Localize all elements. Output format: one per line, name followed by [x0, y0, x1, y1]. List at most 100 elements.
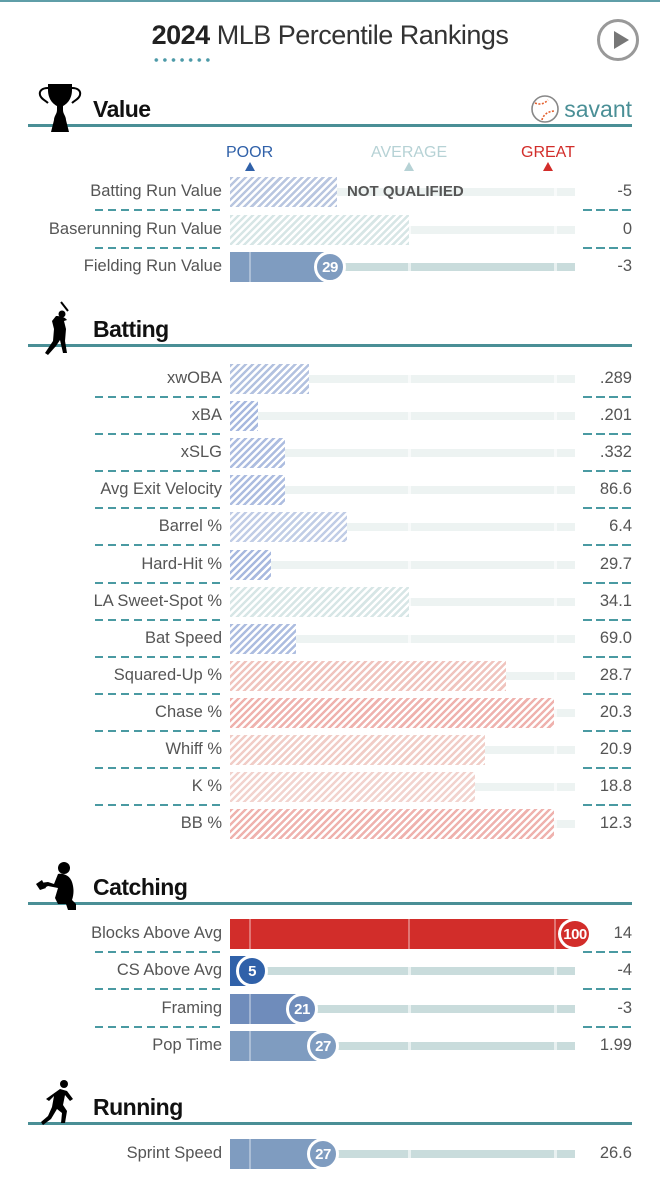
- gridline: [554, 449, 557, 458]
- metric-row[interactable]: xwOBA .289: [0, 362, 660, 399]
- row-divider-left: [95, 729, 222, 732]
- percentile-bar-hatched: [230, 364, 309, 394]
- gridline: [408, 1004, 411, 1013]
- metric-row[interactable]: Bat Speed 69.0: [0, 622, 660, 659]
- metric-row[interactable]: Baserunning Run Value 0: [0, 213, 660, 250]
- scale-average-label: AVERAGE: [371, 144, 448, 161]
- metric-value: 26.6: [599, 1144, 632, 1162]
- metric-row[interactable]: Blocks Above Avg 100 14: [0, 917, 660, 954]
- metric-label: Baserunning Run Value: [48, 219, 222, 238]
- percentile-rank-badge: 5: [236, 955, 268, 988]
- baseball-icon: [531, 95, 560, 123]
- metric-row[interactable]: Chase % 20.3: [0, 696, 660, 733]
- gridline: [408, 560, 411, 569]
- savant-logo[interactable]: savant: [530, 94, 632, 124]
- metric-value: 86.6: [599, 480, 632, 499]
- metric-value: 20.3: [599, 702, 632, 721]
- row-divider-right: [583, 804, 633, 807]
- play-button[interactable]: [597, 19, 639, 61]
- section-title: Batting: [93, 316, 169, 342]
- metric-label: Avg Exit Velocity: [100, 480, 222, 499]
- metric-label: xSLG: [180, 443, 222, 462]
- metric-row[interactable]: Whiff % 20.9: [0, 733, 660, 770]
- section-rule: [28, 344, 632, 347]
- metric-row[interactable]: Barrel % 6.4: [0, 510, 660, 547]
- row-divider-right: [583, 507, 633, 510]
- bar-gridline: [554, 919, 556, 949]
- section-header: Running: [0, 1078, 660, 1128]
- not-qualified-label: NOT QUALIFIED: [347, 183, 464, 200]
- row-divider-left: [95, 618, 222, 621]
- row-divider-left: [95, 470, 222, 473]
- gridline: [554, 412, 557, 421]
- gridline: [554, 746, 557, 754]
- metric-row[interactable]: Batting Run Value NOT QUALIFIED -5: [0, 175, 660, 212]
- gridline: [554, 597, 557, 606]
- bar-gridline: [408, 919, 410, 949]
- percentile-rank-badge: 27: [307, 1138, 339, 1170]
- percentile-bar-hatched: [230, 623, 296, 654]
- metric-row[interactable]: BB % 12.3: [0, 807, 660, 844]
- metric-row[interactable]: LA Sweet-Spot % 34.1: [0, 585, 660, 622]
- metric-label: Pop Time: [152, 1035, 222, 1054]
- row-divider-right: [583, 396, 633, 398]
- row-divider-right: [583, 209, 633, 211]
- row-divider-right: [583, 951, 633, 953]
- metric-value: .201: [599, 406, 632, 425]
- row-divider-left: [95, 988, 222, 991]
- row-divider-left: [95, 396, 222, 398]
- scale-poor-label: POOR: [226, 144, 274, 161]
- percentile-bar-hatched: [230, 214, 409, 245]
- metric-label: xwOBA: [166, 369, 222, 387]
- metric-row[interactable]: K % 18.8: [0, 770, 660, 807]
- metric-row[interactable]: Framing 21 -3: [0, 992, 660, 1029]
- gridline: [408, 486, 411, 495]
- metric-row[interactable]: Squared-Up % 28.7: [0, 659, 660, 696]
- percentile-track: [230, 560, 575, 569]
- poor-marker-icon: [244, 162, 255, 171]
- metric-row[interactable]: xBA .201: [0, 399, 660, 436]
- section-rule: [28, 1122, 632, 1125]
- percentile-track: [230, 412, 575, 421]
- metric-label: Barrel %: [158, 517, 222, 536]
- percentile-rank-badge: 100: [558, 918, 592, 950]
- trophy-icon: [32, 80, 88, 136]
- section-value: Value savant Batting Run Value NOT QUALIFIE…: [0, 80, 660, 283]
- metric-value: 69.0: [599, 628, 632, 647]
- scale-average: AVERAGE: [371, 144, 447, 171]
- section-running: Running Sprint Speed 27 26.6: [0, 1078, 660, 1170]
- metric-row[interactable]: CS Above Avg 5 -4: [0, 954, 660, 991]
- metric-row[interactable]: Avg Exit Velocity 86.6: [0, 473, 660, 510]
- metric-value: 20.9: [599, 740, 632, 758]
- percentile-bar-hatched: [230, 697, 554, 728]
- gridline: [554, 671, 557, 680]
- metric-label: Framing: [161, 998, 222, 1017]
- section-catching: Catching Blocks Above Avg 100 14 CS Above Av…: [0, 858, 660, 1062]
- metric-value: -3: [617, 998, 632, 1017]
- gridline: [554, 1041, 557, 1050]
- percentile-bar-hatched: [230, 660, 506, 691]
- title-dots: [152, 58, 212, 62]
- gridline: [408, 449, 411, 458]
- savant-text: savant: [564, 95, 632, 122]
- metric-value: 28.7: [599, 665, 632, 684]
- metric-row[interactable]: Sprint Speed 27 26.6: [0, 1137, 660, 1174]
- metric-label: K %: [191, 777, 222, 796]
- metric-row[interactable]: Pop Time 27 1.99: [0, 1029, 660, 1066]
- metric-row[interactable]: xSLG .332: [0, 436, 660, 473]
- catcher-icon: [32, 858, 88, 914]
- bar-gridline: [249, 919, 251, 949]
- gridline: [554, 225, 557, 234]
- metric-row[interactable]: Fielding Run Value 29 -3: [0, 250, 660, 287]
- metric-value: 12.3: [599, 814, 632, 833]
- percentile-bar-hatched: [230, 809, 554, 840]
- page-title: 2024 MLB Percentile Rankings: [0, 20, 660, 51]
- gridline: [554, 634, 557, 643]
- scale-great-label: GREAT: [521, 144, 575, 161]
- row-divider-left: [95, 804, 222, 807]
- metric-row[interactable]: Hard-Hit % 29.7: [0, 548, 660, 585]
- percentile-bar-hatched: [230, 401, 258, 432]
- metric-label: BB %: [180, 814, 222, 833]
- row-divider-right: [583, 1025, 633, 1028]
- section-header: Batting: [0, 300, 660, 355]
